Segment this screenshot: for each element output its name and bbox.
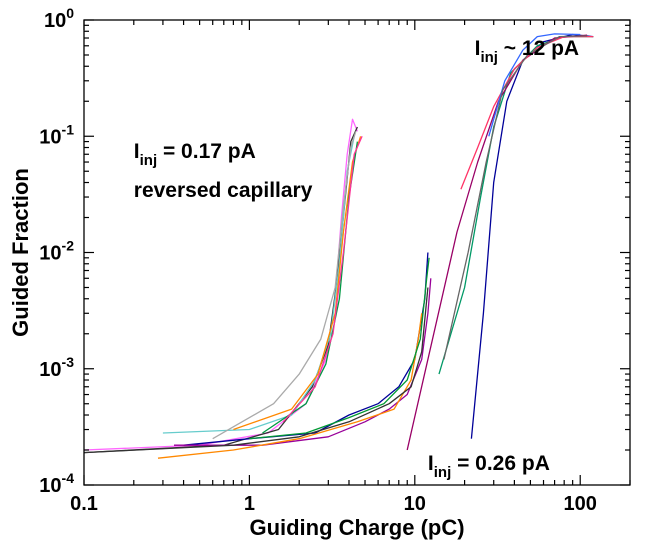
x-tick-label-1: 1 [244,493,255,515]
ticks-layer [83,19,631,486]
series-layer [83,33,594,459]
series-line-13 [443,35,588,360]
y-tick-label-1: 10-3 [39,354,74,381]
annotation-2: Iinj ~ 12 pA [475,37,579,66]
y-tick-label-4: 100 [44,5,74,32]
series-line-8 [470,33,594,439]
series-line-14 [183,252,429,446]
annotations-layer: Iinj = 0.17 pA reversed capillary Iinj ~ 1… [134,37,579,481]
series-line-15 [174,278,432,446]
y-tick-label-2: 10-2 [39,238,74,265]
series-line-2 [83,126,358,454]
tick-labels-layer: 0.1 1 10 100 10-4 10-3 10-2 10-1 100 [39,5,597,515]
annotation-0: Iinj = 0.17 pA [134,140,256,169]
annotation-1: reversed capillary [134,179,313,202]
annotation-3: Iinj = 0.26 pA [428,452,550,481]
series-line-10 [406,34,588,451]
x-tick-label-0: 0.1 [70,493,98,515]
y-axis-title: Guided Fraction [8,168,33,337]
series-line-18 [83,287,429,454]
y-tick-label-3: 10-1 [39,121,74,148]
series-line-16 [157,313,423,459]
y-tick-label-0: 10-4 [39,470,74,497]
series-line-9 [438,35,594,375]
series-line-1 [83,118,359,451]
series-line-7 [282,136,363,423]
x-tick-label-2: 10 [404,493,426,515]
series-line-4 [212,131,357,440]
plot-frame [83,19,631,486]
x-axis-title: Guiding Charge (pC) [249,515,464,540]
series-line-17 [249,257,430,440]
x-tick-label-3: 100 [564,493,597,515]
